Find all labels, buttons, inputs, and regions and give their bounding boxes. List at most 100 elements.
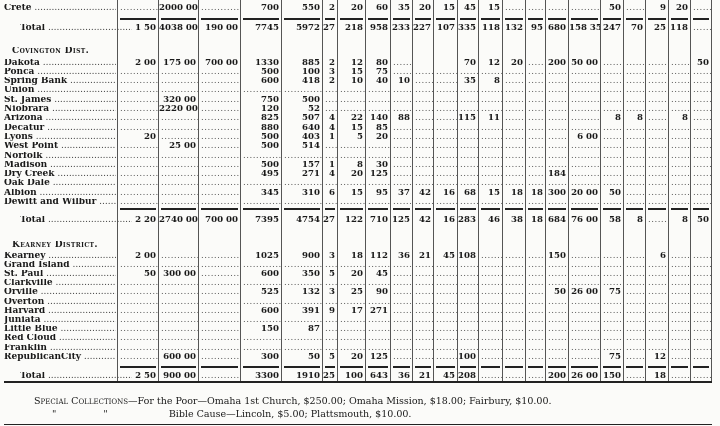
table-cell: ................ <box>415 86 433 96</box>
table-cell: ................ <box>603 142 623 152</box>
table-cell: ................ <box>460 160 478 170</box>
table-cell: 52 <box>308 105 320 114</box>
table-cell: 70 <box>464 58 476 68</box>
table-cell: ................ <box>393 58 412 68</box>
table-cell: ................ <box>603 251 623 261</box>
table-cell: ................ <box>648 58 668 68</box>
table-cell: ................ <box>671 269 690 279</box>
table-cell: ................ <box>120 151 158 161</box>
table-cell: ................ <box>393 67 412 77</box>
table-cell: 45 <box>376 269 388 279</box>
table-cell: 22 <box>351 114 363 124</box>
sum-rule <box>571 18 598 20</box>
table-cell: 68 <box>464 188 476 198</box>
church-name: Oak Dale <box>4 179 116 188</box>
table-cell: ................ <box>460 288 478 298</box>
table-cell: ................ <box>436 198 457 207</box>
table-cell: ................ <box>626 279 645 289</box>
table-cell: ................ <box>571 325 600 335</box>
table-cell: 50 <box>697 58 709 68</box>
table-cell: ................ <box>436 260 457 270</box>
table-cell: ................ <box>548 198 568 207</box>
table-cell: ................ <box>693 269 711 279</box>
table-cell: ................ <box>161 325 198 335</box>
table-cell: ................ <box>648 325 668 335</box>
table-cell: 9 <box>329 306 335 316</box>
table-cell: 9 <box>660 3 666 13</box>
table-cell: ................ <box>626 325 645 335</box>
table-cell: ................ <box>161 151 198 161</box>
column-divider <box>623 0 624 382</box>
table-cell: ................ <box>340 105 365 114</box>
table-cell: ................ <box>325 260 337 270</box>
table-cell: 70 <box>631 23 643 33</box>
table-cell: ................ <box>648 123 668 133</box>
table-cell: 4754 <box>296 215 320 225</box>
table-cell: ................ <box>505 142 525 152</box>
table-row: Grand Island............................… <box>0 261 712 270</box>
sum-rule <box>284 18 320 20</box>
table-cell: ................ <box>340 179 365 189</box>
table-cell: 350 <box>302 269 320 279</box>
table-cell: ................ <box>648 95 668 105</box>
table-cell: ................ <box>393 160 412 170</box>
table-cell: ................ <box>436 86 457 96</box>
column-divider <box>478 0 479 382</box>
table-cell: ................ <box>460 142 478 152</box>
table-cell: ................ <box>436 325 457 335</box>
table-cell: 15 <box>488 3 500 13</box>
table-cell: ................ <box>481 269 502 279</box>
table-cell: ................ <box>415 198 433 207</box>
table-cell: 495 <box>261 170 279 180</box>
column-divider <box>545 0 546 382</box>
table-cell: ................ <box>201 170 240 180</box>
church-name: Clarkville <box>4 279 116 288</box>
table-cell: ................ <box>671 160 690 170</box>
table-cell: ................ <box>693 198 711 207</box>
table-cell: ................ <box>120 288 158 298</box>
table-cell: 58 <box>609 215 621 225</box>
table-cell: 15 <box>351 188 363 198</box>
table-cell: ................ <box>548 86 568 96</box>
table-cell: 125 <box>370 170 388 180</box>
table-cell: ................ <box>571 315 600 325</box>
table-cell: ................ <box>340 95 365 105</box>
table-cell: 1 <box>329 132 335 142</box>
table-cell: ................ <box>436 67 457 77</box>
table-cell: 500 <box>302 95 320 105</box>
table-cell: ................ <box>648 315 668 325</box>
table-cell: ................ <box>120 114 158 124</box>
church-name: Orville <box>4 288 116 297</box>
table-cell: ................ <box>325 279 337 289</box>
table-cell: 20 <box>419 3 431 13</box>
table-cell: ................ <box>626 306 645 316</box>
table-cell: ................ <box>481 371 502 381</box>
table-cell: ................ <box>161 132 198 142</box>
table-cell: ................ <box>571 95 600 105</box>
church-name: Kearney <box>4 252 116 261</box>
table-cell: 25 <box>654 23 666 33</box>
column-divider <box>281 0 282 382</box>
table-cell: 8 <box>637 114 643 124</box>
table-cell: ................ <box>460 269 478 279</box>
table-cell: ................ <box>671 260 690 270</box>
table-cell: ................ <box>505 179 525 189</box>
district-name: Kearney District. <box>12 240 98 250</box>
table-cell: ................ <box>436 352 457 362</box>
table-cell: 643 <box>370 371 388 381</box>
table-cell: 218 <box>345 23 363 33</box>
table-cell: ................ <box>436 151 457 161</box>
table-cell: ................ <box>201 179 240 189</box>
table-cell: 18 <box>351 251 363 261</box>
table-cell: 50 <box>554 288 566 298</box>
table-cell: ................ <box>393 123 412 133</box>
table-cell: ................ <box>671 288 690 298</box>
table-cell: ................ <box>693 132 711 142</box>
table-cell: 4038 00 <box>159 23 198 33</box>
table-cell: ................ <box>325 179 337 189</box>
table-cell: ................ <box>671 151 690 161</box>
table-cell: ................ <box>528 58 545 68</box>
table-cell: ................ <box>340 86 365 96</box>
table-cell: ................ <box>415 334 433 344</box>
table-cell: 27 <box>323 23 335 33</box>
